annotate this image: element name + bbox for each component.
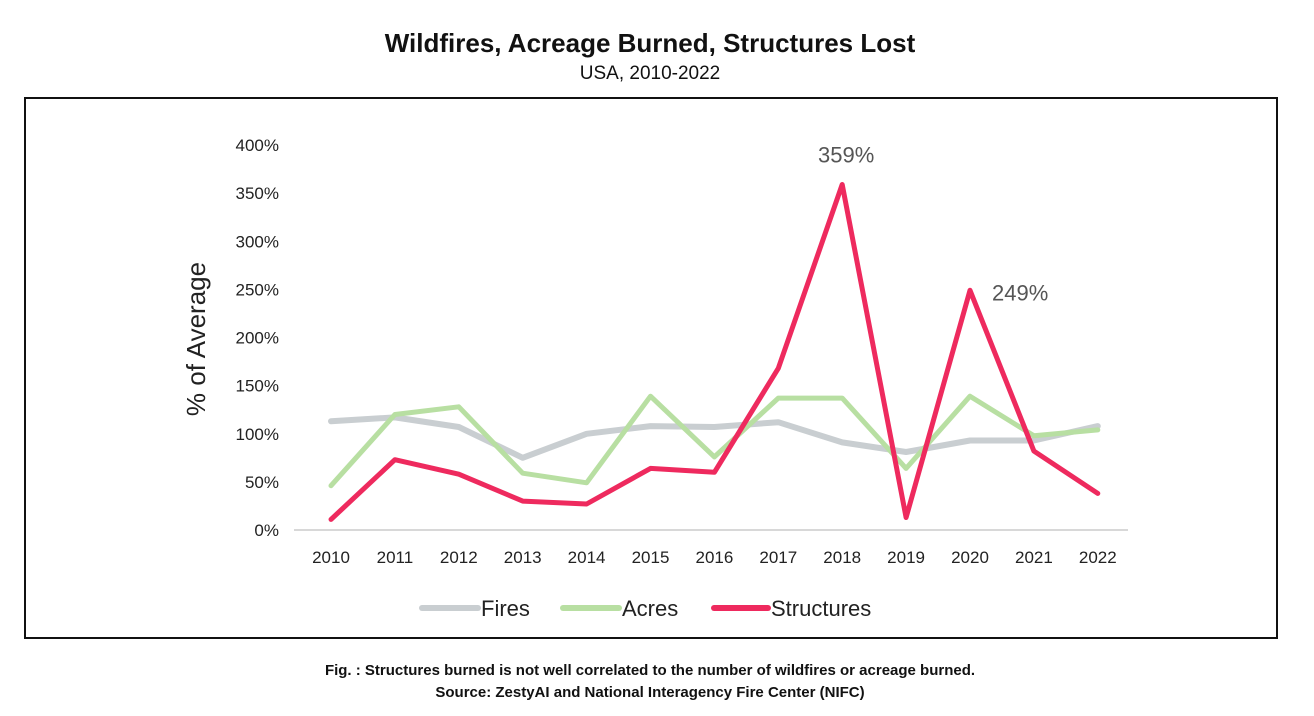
series-lines <box>328 182 1101 522</box>
y-tick-label: 400% <box>236 136 279 155</box>
y-tick-label: 300% <box>236 232 279 251</box>
y-tick-label: 150% <box>236 377 279 396</box>
x-tick-label: 2016 <box>695 548 733 567</box>
x-tick-label: 2014 <box>568 548 606 567</box>
x-tick-label: 2019 <box>887 548 925 567</box>
y-axis: 0% 50% 100% 150% 200% 250% 300% 350% 400% <box>236 136 279 540</box>
legend-label-structures: Structures <box>771 596 871 621</box>
x-tick-label: 2020 <box>951 548 989 567</box>
y-tick-label: 0% <box>254 521 279 540</box>
legend: Fires Acres Structures <box>419 596 871 621</box>
annotations: 359% 249% <box>818 142 1048 305</box>
line-chart: 0%50%100%150%200%250%300%350%400% 2010 20… <box>181 136 1128 621</box>
x-tick-label: 2018 <box>823 548 861 567</box>
chart-frame: 0% 50% 100% 150% 200% 250% 300% 350% 400% 2010 20… <box>24 97 1278 639</box>
y-tick-label: 200% <box>236 329 279 348</box>
x-tick-label: 2017 <box>759 548 797 567</box>
series-line-fires <box>328 414 1101 461</box>
y-tick-label: 50% <box>245 473 279 492</box>
x-tick-label: 2011 <box>377 548 414 567</box>
x-axis: 2010 2011 2012 2013 2014 2015 2016 2017 2018 2019… <box>312 548 1117 567</box>
annotation-label: 359% <box>818 142 874 167</box>
chart-title: Wildfires, Acreage Burned, Structures Lo… <box>384 28 916 58</box>
y-tick-label: 350% <box>236 184 279 203</box>
x-tick-label: 2010 <box>312 548 350 567</box>
caption-text: Fig. : Structures burned is not well cor… <box>324 662 976 679</box>
figure-caption: Fig. : Structures burned is not well cor… <box>0 660 1300 704</box>
chart-subtitle: USA, 2010-2022 <box>579 63 721 84</box>
series-line-structures <box>328 182 1101 522</box>
x-tick-label: 2015 <box>632 548 670 567</box>
annotation-label: 249% <box>992 280 1048 305</box>
y-tick-label: 100% <box>236 425 279 444</box>
x-tick-label: 2012 <box>440 548 478 567</box>
legend-label-fires: Fires <box>481 596 530 621</box>
source-text: Source: ZestyAI and National Interagency… <box>435 684 865 701</box>
y-tick-label: 250% <box>236 280 279 299</box>
x-tick-label: 2013 <box>504 548 542 567</box>
y-axis-label: % of Average <box>181 262 211 416</box>
x-tick-label: 2022 <box>1079 548 1117 567</box>
x-tick-label: 2021 <box>1015 548 1053 567</box>
legend-label-acres: Acres <box>622 596 678 621</box>
series-line-acres <box>328 393 1101 489</box>
